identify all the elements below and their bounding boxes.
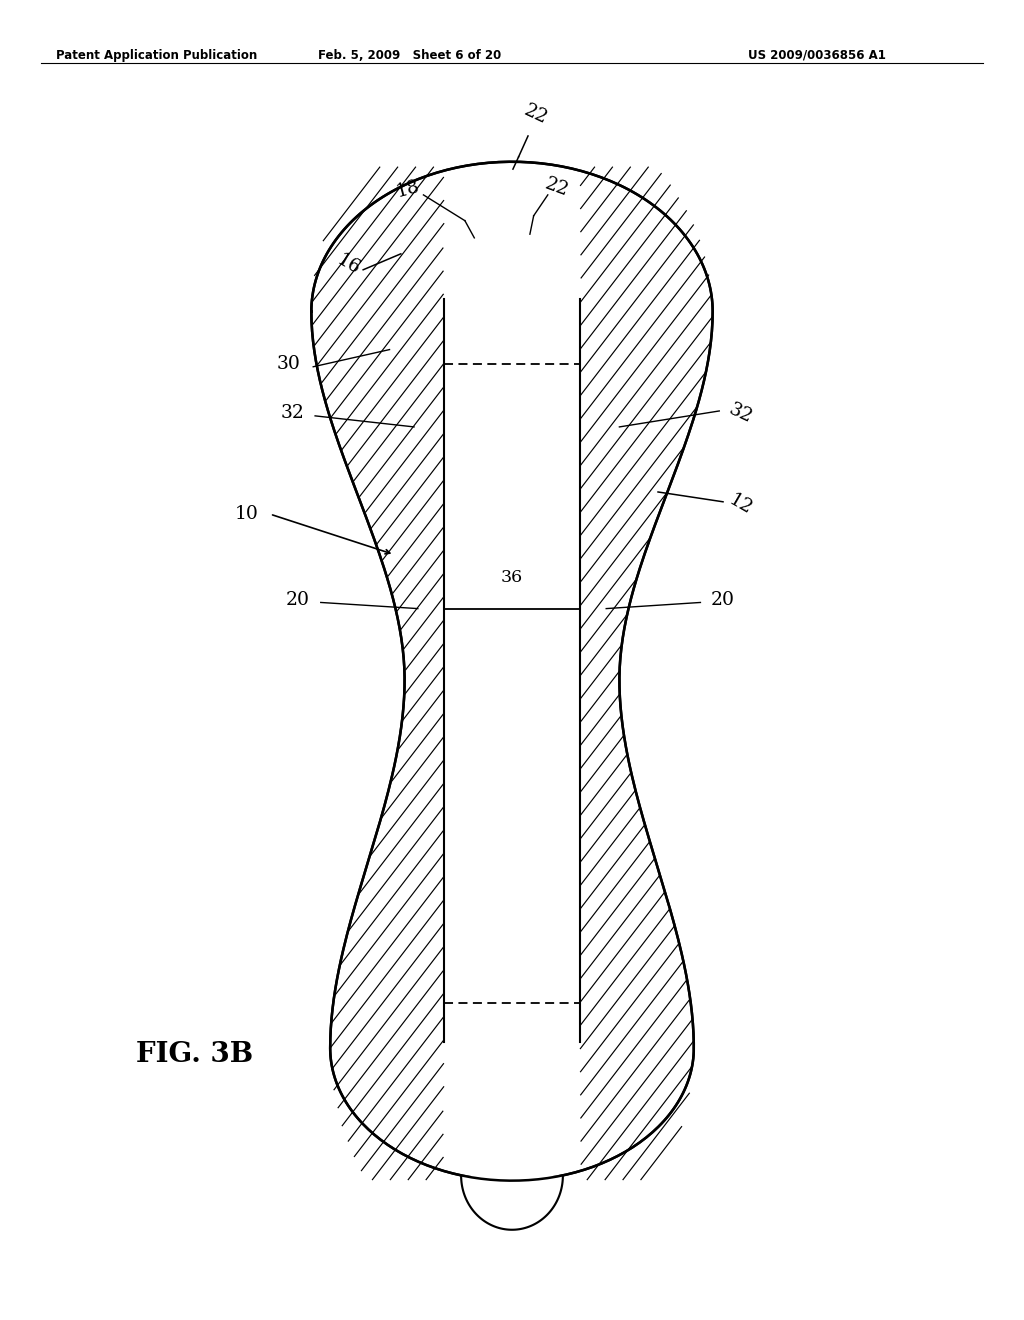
Text: 18: 18 <box>394 177 422 201</box>
Text: 32: 32 <box>281 404 304 422</box>
Text: 22: 22 <box>521 100 550 128</box>
Text: US 2009/0036856 A1: US 2009/0036856 A1 <box>748 49 886 62</box>
Polygon shape <box>311 162 713 1180</box>
Polygon shape <box>461 1176 563 1230</box>
Text: 12: 12 <box>726 491 756 517</box>
Text: 22: 22 <box>542 176 570 201</box>
Text: 20: 20 <box>286 591 310 609</box>
Text: Patent Application Publication: Patent Application Publication <box>56 49 258 62</box>
Text: Feb. 5, 2009   Sheet 6 of 20: Feb. 5, 2009 Sheet 6 of 20 <box>318 49 501 62</box>
Text: 36: 36 <box>501 569 523 586</box>
Text: 16: 16 <box>334 251 364 279</box>
Text: 30: 30 <box>276 355 301 374</box>
Text: FIG. 3B: FIG. 3B <box>136 1040 253 1068</box>
Text: 10: 10 <box>234 506 258 523</box>
Text: 20: 20 <box>711 591 735 609</box>
Text: 32: 32 <box>726 400 755 426</box>
